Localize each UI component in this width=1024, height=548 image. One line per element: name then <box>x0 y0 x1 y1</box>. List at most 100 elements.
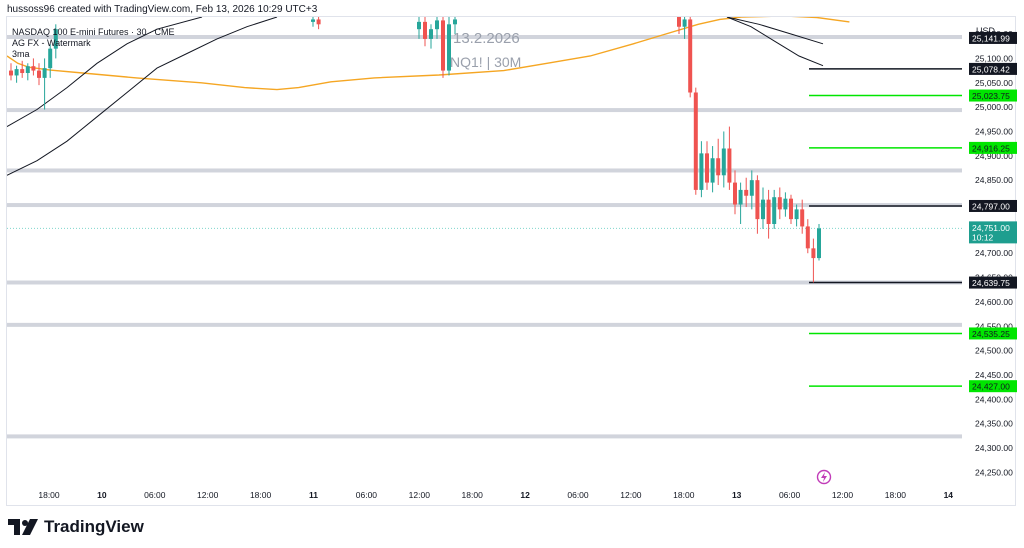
sr-zone <box>7 434 962 439</box>
legend-symbol: NASDAQ 100 E-mini Futures · 30 · CME <box>12 27 175 37</box>
candle-body <box>716 158 721 176</box>
watermark-date: 13.2.2026 <box>453 30 520 47</box>
y-tick-label: 25,050.00 <box>975 78 1013 88</box>
x-tick-label: 18:00 <box>462 490 484 500</box>
candle-body <box>761 199 765 220</box>
x-tick-label: 06:00 <box>779 490 801 500</box>
x-tick-label: 12:00 <box>197 490 219 500</box>
x-tick-label: 10 <box>97 490 107 500</box>
candle-body <box>710 158 715 183</box>
candle-body <box>800 209 805 227</box>
candle-body <box>727 148 732 183</box>
candle-body <box>738 189 743 205</box>
y-tick-label: 24,250.00 <box>975 467 1013 477</box>
candle-body <box>423 21 427 39</box>
level-label: 24,427.00 <box>972 382 1010 392</box>
x-tick-label: 12:00 <box>832 490 854 500</box>
candle-body <box>705 153 709 183</box>
candle-body <box>429 29 433 39</box>
candle-body <box>14 69 19 76</box>
y-tick-label: 24,600.00 <box>975 297 1013 307</box>
candle-body <box>42 68 47 78</box>
y-tick-label: 24,450.00 <box>975 370 1013 380</box>
y-tick-label: 24,850.00 <box>975 175 1013 185</box>
x-tick-label: 13 <box>732 490 742 500</box>
sr-zone <box>7 280 962 285</box>
candle-body <box>447 24 451 71</box>
candle-body <box>316 19 321 25</box>
level-label: 24,916.25 <box>972 143 1010 153</box>
candle-body <box>417 21 421 30</box>
candle-body <box>755 180 760 220</box>
candle-body <box>25 66 30 74</box>
candle-body <box>794 209 799 220</box>
flash-icon <box>816 469 832 485</box>
x-tick-label: 12:00 <box>409 490 431 500</box>
y-tick-label: 25,000.00 <box>975 102 1013 112</box>
x-tick-label: 18:00 <box>250 490 272 500</box>
tradingview-logo: TradingView <box>8 517 144 537</box>
sr-zone <box>7 108 962 113</box>
candle-body <box>682 19 687 27</box>
y-tick-label: 25,100.00 <box>975 53 1013 63</box>
x-tick-label: 18:00 <box>885 490 907 500</box>
x-tick-label: 06:00 <box>144 490 166 500</box>
candle-body <box>53 29 58 49</box>
watermark-symbol: NQ1! | 30M <box>450 54 522 70</box>
candle-body <box>48 48 53 69</box>
y-tick-label: 24,700.00 <box>975 248 1013 258</box>
band-right-upper-line <box>726 17 824 45</box>
sr-zone <box>7 322 962 327</box>
candle-body <box>733 182 737 205</box>
tradingview-brand: TradingView <box>44 517 144 536</box>
level-label: 24,639.75 <box>972 278 1010 288</box>
level-label: 25,078.42 <box>972 64 1010 74</box>
sr-zone <box>7 203 962 208</box>
level-label: 24,797.00 <box>972 201 1010 211</box>
tradingview-mark-icon <box>8 519 38 535</box>
y-tick-label: 24,950.00 <box>975 126 1013 136</box>
candle-body <box>699 153 704 190</box>
x-tick-label: 06:00 <box>567 490 589 500</box>
candle-body <box>783 198 788 210</box>
countdown-label: 10:12 <box>972 232 994 242</box>
candle-body <box>9 70 13 76</box>
level-label: 25,141.99 <box>972 33 1010 43</box>
candle-body <box>311 19 315 22</box>
candle-body <box>721 148 726 176</box>
x-tick-label: 12 <box>520 490 530 500</box>
y-tick-label: 24,350.00 <box>975 419 1013 429</box>
candle-body <box>31 66 36 71</box>
candle-body <box>453 19 457 25</box>
y-tick-label: 24,500.00 <box>975 346 1013 356</box>
currency-label[interactable]: USD <box>976 26 996 36</box>
candle-body <box>744 189 749 196</box>
current-price-label: 24,751.00 <box>972 223 1010 233</box>
level-label-bg <box>969 380 1017 393</box>
price-chart[interactable]: 25,150.0025,100.0025,050.0025,000.0024,9… <box>7 17 1017 507</box>
candle-body <box>777 197 782 210</box>
candle-body <box>37 70 41 78</box>
candle-body <box>817 228 821 259</box>
chart-credit: hussoss96 created with TradingView.com, … <box>7 4 318 15</box>
y-tick-label: 24,300.00 <box>975 443 1013 453</box>
y-tick-label: 24,550.00 <box>975 321 1013 331</box>
sr-zone <box>7 35 962 40</box>
x-tick-label: 12:00 <box>620 490 642 500</box>
level-label-bg <box>969 141 1017 154</box>
y-tick-label: 24,400.00 <box>975 394 1013 404</box>
candle-body <box>20 69 25 74</box>
x-tick-label: 14 <box>944 490 954 500</box>
ma-line <box>7 17 850 91</box>
level-label: 25,023.75 <box>972 91 1010 101</box>
candle-body <box>677 17 681 27</box>
candle-body <box>435 20 439 30</box>
band-right-lower-line <box>726 17 824 67</box>
x-tick-label: 06:00 <box>356 490 378 500</box>
chart-frame[interactable]: 25,150.0025,100.0025,050.0025,000.0024,9… <box>6 16 1017 507</box>
level-label-bg <box>969 199 1017 212</box>
legend-indicator: AG FX - Watermark <box>12 38 91 48</box>
candle-body <box>811 248 816 259</box>
legend-ma: 3ma <box>12 49 30 59</box>
level-label: 24,535.25 <box>972 329 1010 339</box>
